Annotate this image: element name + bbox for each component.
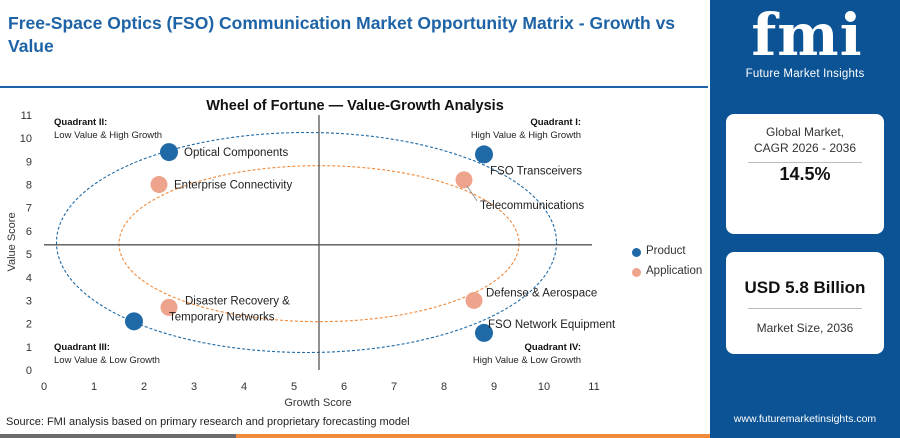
cagr-label: Global Market, CAGR 2026 - 2036 xyxy=(753,125,857,155)
header-divider xyxy=(0,86,708,88)
y-tick-label: 8 xyxy=(26,180,32,192)
x-tick-label: 1 xyxy=(91,381,97,393)
market-size-value: USD 5.8 Billion xyxy=(744,278,866,297)
point-label: FSO Network Equipment xyxy=(488,319,616,331)
y-tick-label: 4 xyxy=(26,272,32,284)
legend-label-application: Application xyxy=(646,265,703,277)
fmi-logo: fmi Future Market Insights xyxy=(710,6,900,86)
point-label: Defense & Aerospace xyxy=(486,287,597,299)
y-tick-label: 7 xyxy=(26,203,32,215)
y-tick-label: 2 xyxy=(26,319,32,331)
x-tick-label: 11 xyxy=(588,381,599,393)
logo-mark: fmi xyxy=(751,1,863,69)
cagr-value: 14.5% xyxy=(779,164,831,184)
sidebar: fmi Future Market Insights Global Market… xyxy=(710,0,900,438)
quadrant-title: Quadrant IV: xyxy=(525,342,581,353)
market-size-card: USD 5.8 Billion Market Size, 2036 xyxy=(726,252,884,354)
quadrant-subtitle: Low Value & Low Growth xyxy=(54,355,160,366)
y-tick-label: 3 xyxy=(26,295,32,307)
quadrant-title: Quadrant III: xyxy=(54,342,110,353)
market-size-label: Market Size, 2036 xyxy=(756,321,854,335)
logo-subtitle: Future Market Insights xyxy=(745,68,865,80)
tick-labels: 0 1 2 3 4 5 6 7 8 9 10 11 0 1 2 3 4 5 6 7 8 9 10 11 xyxy=(20,110,600,393)
point-label: Disaster Recovery & Temporary Networks xyxy=(169,295,290,323)
y-tick-label: 10 xyxy=(20,133,32,145)
x-tick-label: 3 xyxy=(191,381,197,393)
page-title: Free-Space Optics (FSO) Communication Ma… xyxy=(8,13,676,56)
product-point xyxy=(475,145,493,164)
product-dot-icon xyxy=(632,248,641,257)
y-tick-label: 1 xyxy=(26,342,32,354)
point-label: FSO Transceivers xyxy=(490,165,582,177)
label-leader-line xyxy=(466,185,478,202)
x-tick-label: 10 xyxy=(538,381,550,393)
product-point xyxy=(160,143,178,162)
cagr-card: Global Market, CAGR 2026 - 2036 14.5% xyxy=(726,114,884,234)
product-point xyxy=(475,323,493,342)
application-dot-icon xyxy=(632,268,641,277)
x-tick-label: 7 xyxy=(391,381,397,393)
source-note: Source: FMI analysis based on primary re… xyxy=(6,416,410,428)
header: Free-Space Optics (FSO) Communication Ma… xyxy=(0,0,710,88)
x-tick-label: 0 xyxy=(41,381,47,393)
x-tick-label: 6 xyxy=(341,381,347,393)
x-tick-label: 5 xyxy=(291,381,297,393)
y-tick-label: 0 xyxy=(26,365,32,377)
y-axis-label: Value Score xyxy=(6,212,18,271)
x-tick-label: 2 xyxy=(141,381,147,393)
point-label: Optical Components xyxy=(184,147,288,159)
y-tick-label: 5 xyxy=(26,249,32,261)
chart-title: Wheel of Fortune — Value-Growth Analysis xyxy=(206,98,504,114)
y-tick-label: 11 xyxy=(21,110,32,122)
x-axis-label: Growth Score xyxy=(284,397,351,409)
application-point xyxy=(150,176,168,194)
quadrant-subtitle: Low Value & High Growth xyxy=(54,130,162,141)
footer-bar-orange xyxy=(236,434,710,438)
website-link[interactable]: www.futuremarketinsights.com xyxy=(733,413,877,425)
x-tick-label: 4 xyxy=(241,381,247,393)
point-label: Telecommunications xyxy=(480,200,584,212)
application-point xyxy=(455,171,473,189)
point-label: Enterprise Connectivity xyxy=(174,180,292,192)
product-point xyxy=(125,312,143,331)
x-tick-label: 8 xyxy=(441,381,447,393)
quadrant-axes xyxy=(44,115,592,370)
quadrant-subtitle: High Value & High Growth xyxy=(471,130,581,141)
outer-ellipse xyxy=(55,131,558,354)
data-points: Optical Components FSO Transceivers Enterp… xyxy=(125,143,616,342)
x-tick-label: 9 xyxy=(491,381,497,393)
legend-label-product: Product xyxy=(646,245,686,257)
quadrant-title: Quadrant I: xyxy=(530,117,581,128)
opportunity-matrix-chart: Wheel of Fortune — Value-Growth Analysis… xyxy=(6,98,616,409)
quadrant-title: Quadrant II: xyxy=(54,117,107,128)
cagr-separator xyxy=(748,162,862,163)
y-tick-label: 6 xyxy=(26,226,32,238)
footer-bar-gray xyxy=(0,434,236,438)
application-point xyxy=(160,298,178,316)
application-point xyxy=(465,291,483,309)
market-size-separator xyxy=(748,308,862,309)
quadrant-labels: Quadrant II: Low Value & High Growth Quadr… xyxy=(54,117,581,366)
quadrant-subtitle: High Value & Low Growth xyxy=(473,355,581,366)
y-tick-label: 9 xyxy=(26,156,32,168)
